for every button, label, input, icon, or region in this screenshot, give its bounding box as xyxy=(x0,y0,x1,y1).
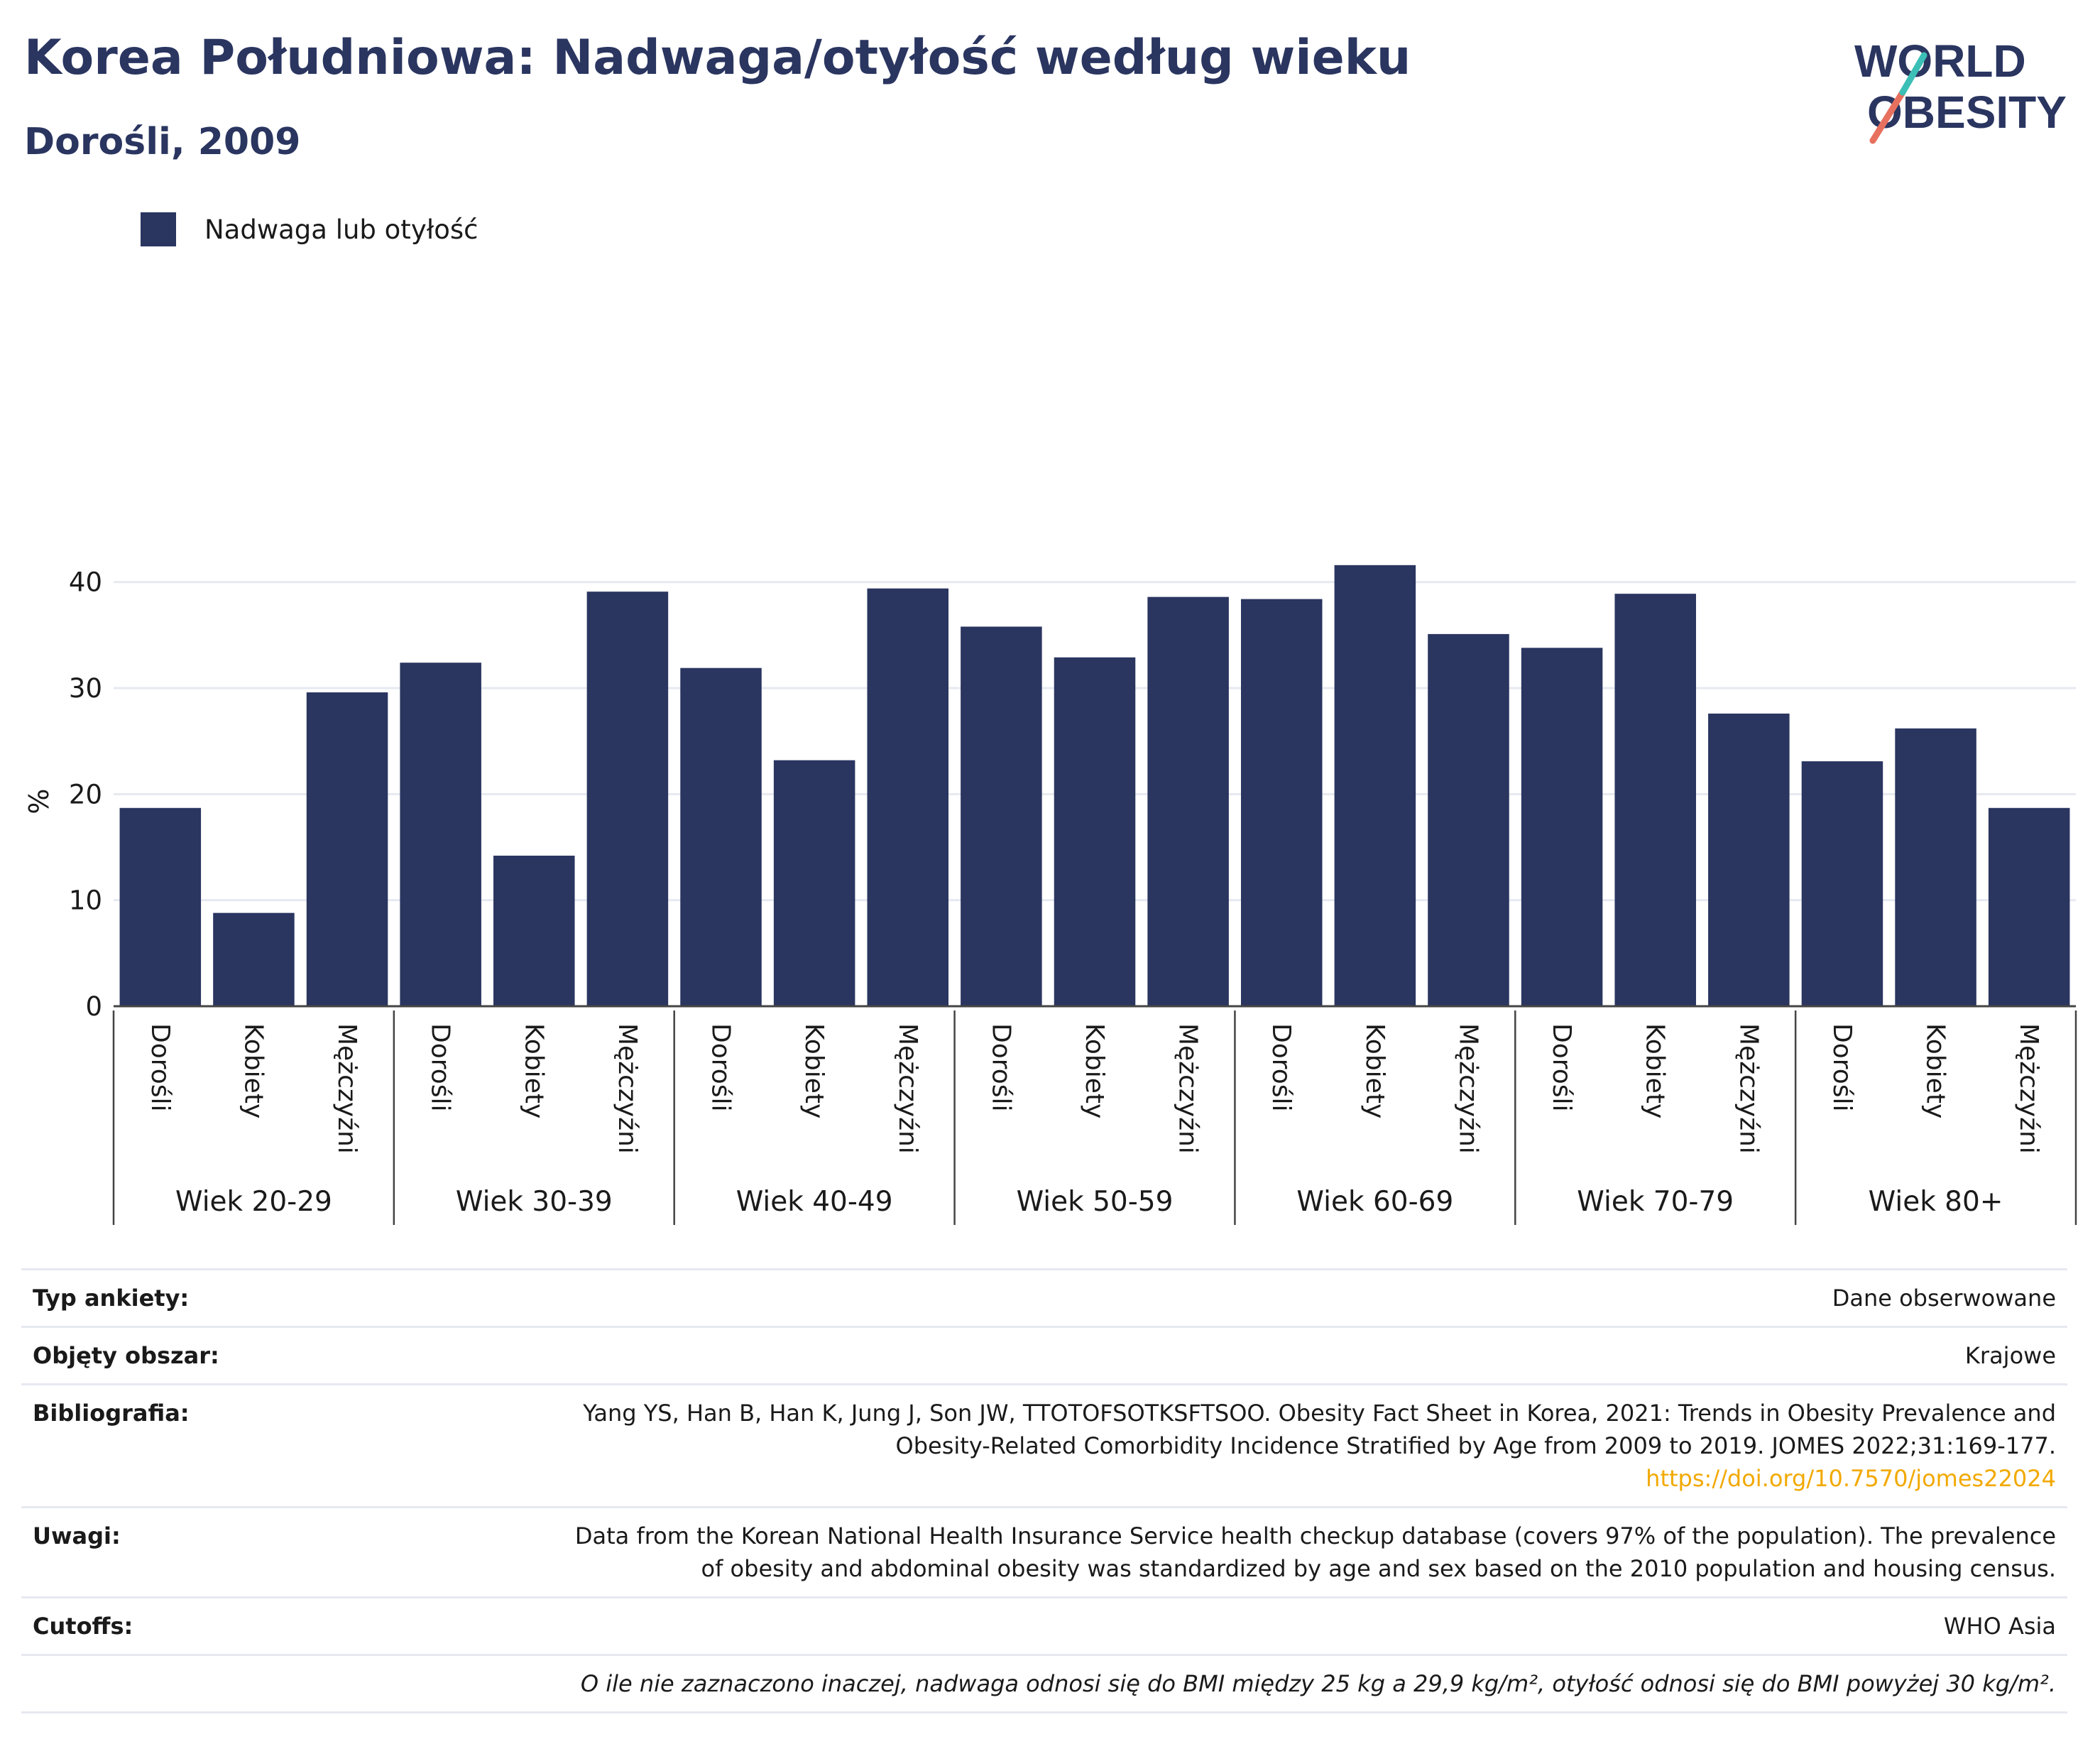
info-row-cutoffs: Cutoffs: WHO Asia xyxy=(21,1596,2067,1654)
info-row-bibliography: Bibliografia: Yang YS, Han B, Han K, Jun… xyxy=(21,1383,2067,1506)
x-category-label: Kobiety xyxy=(799,1023,828,1118)
legend-label: Nadwaga lub otyłość xyxy=(204,214,478,245)
bar xyxy=(119,807,202,1006)
info-key: Typ ankiety: xyxy=(33,1285,190,1312)
info-row-footnote: O ile nie zaznaczono inaczej, nadwaga od… xyxy=(21,1654,2067,1713)
doi-link[interactable]: https://doi.org/10.7570/jomes22024 xyxy=(1646,1465,2056,1492)
legend-swatch xyxy=(141,212,176,246)
y-tick-label: 20 xyxy=(69,779,102,810)
bar-chart: 0 10 20 30 40% Dorośli Kobiety Mężczyźni Dorośli… xyxy=(23,565,2077,1225)
info-value: Data from the Korean National Health Ins… xyxy=(574,1522,2056,1582)
x-category-label: Mężczyźni xyxy=(1734,1023,1763,1154)
bar xyxy=(586,592,669,1006)
chart-title: Korea Południowa: Nadwaga/otyłość według… xyxy=(24,30,1411,86)
y-tick-label: 0 xyxy=(85,991,102,1022)
bar xyxy=(1708,713,1790,1006)
bar xyxy=(213,912,295,1006)
y-axis-title: % xyxy=(23,788,55,814)
x-category-label: Dorośli xyxy=(1547,1023,1576,1112)
x-category-label: Dorośli xyxy=(706,1023,735,1112)
bar xyxy=(680,668,762,1006)
x-group-label: Wiek 50-59 xyxy=(1017,1186,1174,1218)
info-row-survey-type: Typ ankiety: Dane obserwowane xyxy=(21,1268,2067,1326)
x-category-label: Dorośli xyxy=(1827,1023,1856,1112)
bar xyxy=(1054,657,1136,1006)
x-category-label: Kobiety xyxy=(519,1023,548,1118)
y-tick-label: 30 xyxy=(69,673,102,704)
x-group-label: Wiek 80+ xyxy=(1869,1186,2003,1218)
bar xyxy=(306,692,388,1006)
info-table: Typ ankiety: Dane obserwowane Objęty obs… xyxy=(21,1268,2067,1713)
x-category-label: Dorośli xyxy=(426,1023,455,1112)
info-row-notes: Uwagi: Data from the Korean National Hea… xyxy=(21,1506,2067,1596)
x-category-label: Dorośli xyxy=(1267,1023,1296,1112)
legend: Nadwaga lub otyłość xyxy=(141,212,478,247)
bar xyxy=(1240,599,1323,1006)
info-row-area: Objęty obszar: Krajowe xyxy=(21,1326,2067,1383)
x-category-label: Kobiety xyxy=(1921,1023,1950,1118)
svg-text:OBESITY: OBESITY xyxy=(1867,87,2067,138)
x-group-label: Wiek 70-79 xyxy=(1577,1186,1734,1218)
x-category-label: Kobiety xyxy=(1080,1023,1109,1118)
world-obesity-logo: WORLD OBESITY xyxy=(1854,36,2067,144)
info-value: WHO Asia xyxy=(1943,1613,2056,1640)
x-category-label: Dorośli xyxy=(986,1023,1015,1112)
x-group-label: Wiek 30-39 xyxy=(456,1186,613,1218)
bar xyxy=(1334,565,1416,1006)
info-value: Yang YS, Han B, Han K, Jung J, Son JW, T… xyxy=(579,1397,2056,1495)
svg-text:WORLD: WORLD xyxy=(1854,36,2026,87)
x-category-label: Mężczyźni xyxy=(613,1023,642,1154)
bar xyxy=(1428,633,1509,1006)
x-category-label: Kobiety xyxy=(1641,1023,1670,1118)
bar xyxy=(400,663,481,1006)
bar xyxy=(773,760,855,1006)
y-tick-label: 10 xyxy=(69,886,102,916)
chart-subtitle: Dorośli, 2009 xyxy=(24,121,301,163)
bar xyxy=(1988,807,2070,1006)
x-category-label: Mężczyźni xyxy=(1453,1023,1482,1154)
x-category-label: Mężczyźni xyxy=(2014,1023,2043,1154)
x-category-label: Mężczyźni xyxy=(893,1023,922,1154)
info-value: Krajowe xyxy=(1964,1342,2056,1369)
x-group-label: Wiek 60-69 xyxy=(1296,1186,1453,1218)
info-value: Dane obserwowane xyxy=(1832,1285,2056,1312)
x-category-label: Mężczyźni xyxy=(1174,1023,1203,1154)
bar xyxy=(1614,594,1696,1006)
x-group-label: Wiek 40-49 xyxy=(736,1186,893,1218)
info-key: Objęty obszar: xyxy=(33,1342,219,1369)
info-key: Cutoffs: xyxy=(33,1613,133,1640)
bar xyxy=(1147,596,1229,1006)
info-key: Bibliografia: xyxy=(33,1400,190,1427)
bar xyxy=(1895,728,1976,1006)
bar xyxy=(961,626,1042,1006)
x-category-label: Mężczyźni xyxy=(332,1023,361,1154)
bar xyxy=(1521,648,1603,1006)
bar xyxy=(867,588,949,1006)
x-category-label: Dorośli xyxy=(146,1023,175,1112)
bibliography-text: Yang YS, Han B, Han K, Jung J, Son JW, T… xyxy=(583,1400,2056,1459)
x-category-label: Kobiety xyxy=(239,1023,268,1118)
info-key: Uwagi: xyxy=(33,1522,121,1549)
x-category-label: Kobiety xyxy=(1360,1023,1389,1118)
bar xyxy=(493,855,575,1006)
footnote: O ile nie zaznaczono inaczej, nadwaga od… xyxy=(580,1670,2056,1697)
x-group-label: Wiek 20-29 xyxy=(175,1186,332,1218)
y-tick-label: 40 xyxy=(69,567,102,598)
bar xyxy=(1801,761,1883,1006)
